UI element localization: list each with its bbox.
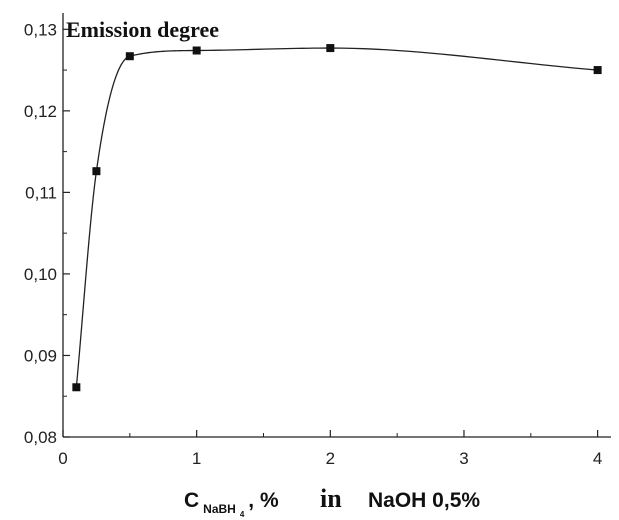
x-label-subscript-index: 4 bbox=[240, 510, 245, 519]
x-label-unit: , % bbox=[248, 489, 279, 512]
x-tick-label: 3 bbox=[459, 449, 468, 468]
data-point bbox=[72, 383, 81, 392]
x-label-c: C bbox=[184, 489, 199, 512]
y-tick-label: 0,10 bbox=[24, 265, 57, 284]
data-point bbox=[326, 44, 335, 53]
ticks: 0,08 0,09 0,10 0,11 0,12 0,13 0 1 2 3 4 bbox=[24, 20, 602, 468]
x-label-medium: NaOH 0,5% bbox=[368, 489, 480, 512]
y-tick-label: 0,12 bbox=[24, 102, 57, 121]
x-tick-label: 2 bbox=[326, 449, 335, 468]
axes bbox=[62, 13, 611, 438]
data-point bbox=[92, 167, 101, 176]
x-tick-label: 1 bbox=[192, 449, 201, 468]
data-points bbox=[72, 44, 602, 392]
y-tick-label: 0,09 bbox=[24, 346, 57, 365]
y-axis-label: Emission degree bbox=[66, 17, 219, 42]
x-tick-label: 4 bbox=[593, 449, 602, 468]
y-tick-label: 0,08 bbox=[24, 428, 57, 447]
x-label-in: in bbox=[320, 484, 342, 513]
fit-curve-layer bbox=[75, 47, 598, 388]
x-tick-label: 0 bbox=[58, 449, 67, 468]
data-point bbox=[593, 66, 602, 75]
x-label-subscript: NaBH bbox=[203, 502, 236, 516]
y-tick-label: 0,13 bbox=[24, 20, 57, 39]
data-point bbox=[125, 52, 134, 61]
x-axis-label: C NaBH 4 , % in NaOH 0,5% bbox=[184, 484, 480, 520]
data-point bbox=[192, 46, 201, 55]
y-tick-label: 0,11 bbox=[25, 183, 57, 202]
fit-curve bbox=[75, 47, 598, 388]
